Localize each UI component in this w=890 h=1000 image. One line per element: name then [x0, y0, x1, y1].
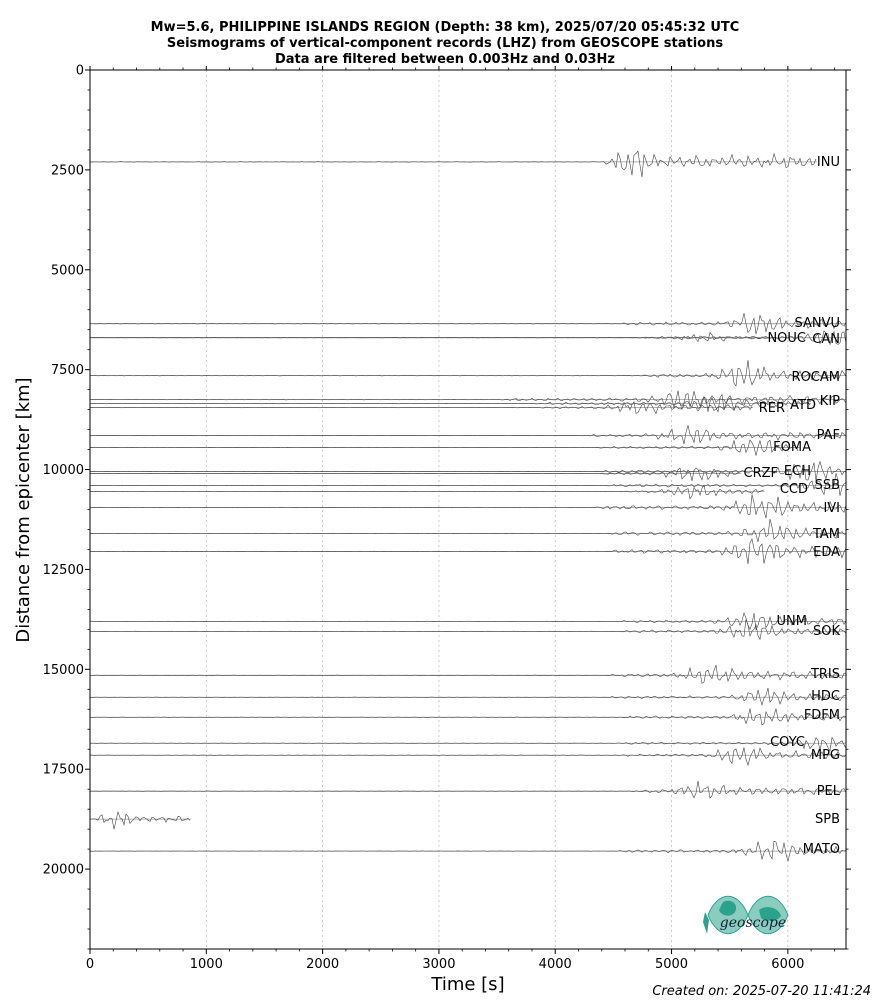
y-axis-label: Distance from epicenter [km] — [13, 377, 34, 642]
station-label-COYC: COYC — [770, 735, 805, 750]
traces — [89, 150, 847, 862]
x-tick-label-5000: 5000 — [655, 957, 688, 972]
trace-CRZF — [90, 467, 741, 482]
trace-MPG — [90, 747, 847, 767]
trace-ATD — [89, 393, 811, 413]
y-tick-label-12500: 12500 — [43, 563, 84, 578]
y-tick-label-0: 0 — [76, 64, 84, 79]
x-tick-label-3000: 3000 — [422, 957, 455, 972]
chart-title: Mw=5.6, PHILIPPINE ISLANDS REGION (Depth… — [151, 20, 740, 67]
station-label-CCD: CCD — [780, 482, 808, 497]
x-tick-label-0: 0 — [86, 957, 94, 972]
trace-SANVU — [89, 313, 847, 335]
station-label-ROCAM: ROCAM — [792, 370, 840, 385]
x-axis-ticks: 0 1000 2000 3000 4000 5000 6000 — [86, 66, 835, 972]
station-label-SPB: SPB — [815, 812, 840, 827]
station-label-ATD: ATD — [790, 398, 816, 413]
station-label-NOUC: NOUC — [767, 331, 806, 346]
y-tick-label-10000: 10000 — [43, 463, 84, 478]
trace-NOUC — [90, 331, 771, 343]
trace-MATO — [89, 840, 847, 862]
title-line-2: Seismograms of vertical-component record… — [167, 36, 723, 51]
station-label-KIP: KIP — [820, 394, 840, 409]
y-tick-label-7500: 7500 — [51, 363, 84, 378]
station-label-MATO: MATO — [803, 842, 840, 857]
y-tick-label-2500: 2500 — [51, 163, 84, 178]
trace-EDA — [90, 538, 847, 565]
created-on-text: Created on: 2025-07-20 11:41:24 — [652, 984, 871, 999]
station-label-ECH: ECH — [784, 464, 811, 479]
station-label-SANVU: SANVU — [794, 316, 840, 331]
trace-SSB — [89, 473, 847, 496]
station-label-FOMA: FOMA — [773, 440, 811, 455]
station-label-SOK: SOK — [813, 624, 840, 639]
trace-SOK — [89, 619, 847, 641]
station-label-PEL: PEL — [817, 784, 841, 799]
x-tick-label-1000: 1000 — [190, 957, 223, 972]
trace-CCD — [89, 484, 765, 500]
title-line-3: Data are filtered between 0.003Hz and 0.… — [275, 52, 615, 67]
station-label-SSB: SSB — [815, 478, 840, 493]
plot-frame — [89, 69, 847, 950]
logo-landmass-1 — [719, 900, 737, 916]
station-label-CAN: CAN — [812, 332, 840, 347]
trace-TAM — [89, 518, 846, 543]
station-label-PAF: PAF — [817, 428, 840, 443]
y-axis-ticks: 0 2500 5000 7500 10000 12500 15000 17500 20000 — [43, 64, 851, 950]
trace-INU — [89, 150, 817, 178]
trace-UNM — [90, 612, 847, 631]
station-label-EDA: EDA — [813, 545, 840, 560]
logo-mark: geoscope — [703, 895, 789, 935]
logo-landmass-2 — [759, 907, 781, 921]
trace-PAF — [89, 425, 847, 445]
x-tick-label-6000: 6000 — [771, 957, 804, 972]
station-label-INU: INU — [817, 155, 840, 170]
y-tick-label-20000: 20000 — [43, 863, 84, 878]
x-tick-label-2000: 2000 — [306, 957, 339, 972]
station-label-HDC: HDC — [811, 689, 840, 704]
station-label-CRZF: CRZF — [744, 466, 779, 481]
station-label-IVI: IVI — [823, 501, 840, 516]
x-tick-label-4000: 4000 — [539, 957, 572, 972]
geoscope-logo: geoscope — [703, 895, 789, 935]
station-label-UNM: UNM — [777, 614, 807, 629]
trace-CAN — [89, 330, 847, 345]
y-tick-label-15000: 15000 — [43, 663, 84, 678]
trace-TRIS — [89, 664, 847, 684]
trace-FDFM — [90, 708, 847, 726]
logo-text: geoscope — [720, 915, 786, 931]
y-tick-label-17500: 17500 — [43, 763, 84, 778]
trace-RER — [89, 401, 753, 415]
trace-HDC — [89, 687, 847, 706]
trace-PEL — [90, 780, 847, 799]
trace-SPB — [89, 810, 191, 830]
y-tick-label-5000: 5000 — [51, 263, 84, 278]
trace-ROCAM — [90, 360, 847, 387]
station-label-FDFM: FDFM — [804, 708, 840, 723]
trace-KIP — [89, 390, 847, 411]
station-label-RER: RER — [759, 401, 785, 416]
title-line-1: Mw=5.6, PHILIPPINE ISLANDS REGION (Depth… — [151, 20, 740, 35]
logo-tail — [703, 912, 709, 934]
trace-IVI — [90, 494, 847, 519]
station-label-TAM: TAM — [812, 527, 840, 542]
x-axis-label: Time [s] — [430, 974, 504, 995]
grid-lines — [205, 70, 789, 949]
trace-FOMA — [89, 439, 799, 456]
station-label-TRIS: TRIS — [810, 667, 840, 682]
station-label-MPG: MPG — [811, 748, 840, 763]
trace-ECH — [89, 460, 847, 481]
trace-COYC — [89, 736, 847, 752]
